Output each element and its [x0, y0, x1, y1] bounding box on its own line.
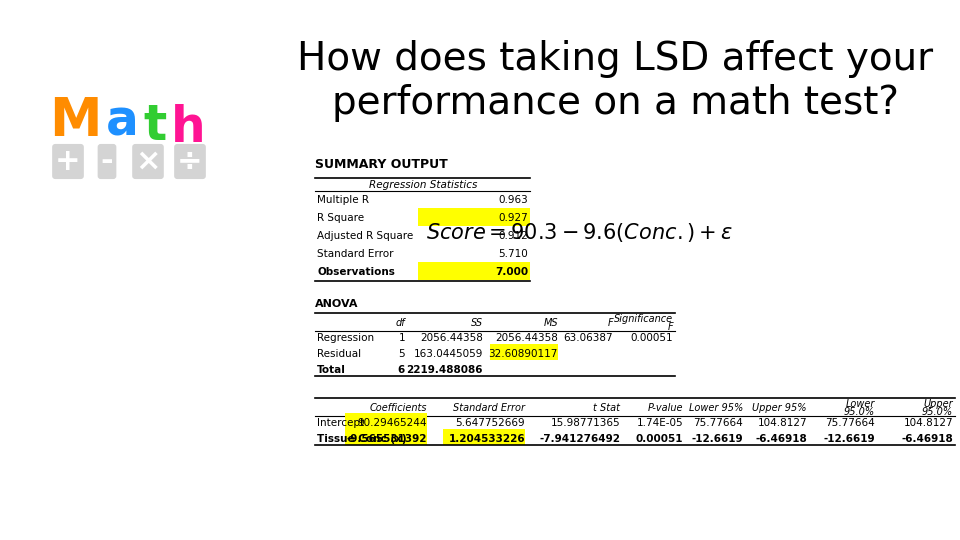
Bar — [418, 262, 530, 280]
Text: F: F — [608, 318, 613, 328]
Text: -12.6619: -12.6619 — [691, 434, 743, 444]
Text: Significance: Significance — [613, 314, 673, 324]
Text: Coefficients: Coefficients — [370, 403, 427, 413]
Text: 5: 5 — [398, 349, 405, 359]
Text: Observations: Observations — [317, 267, 395, 277]
Text: -12.6619: -12.6619 — [824, 434, 875, 444]
Text: df: df — [396, 318, 405, 328]
Text: Adjusted R Square: Adjusted R Square — [317, 231, 413, 241]
Text: 7.000: 7.000 — [494, 267, 528, 277]
Text: -: - — [101, 147, 113, 176]
Text: 5.710: 5.710 — [498, 249, 528, 259]
Text: R Square: R Square — [317, 213, 364, 223]
Text: -7.941276492: -7.941276492 — [539, 434, 620, 444]
Text: Standard Error: Standard Error — [453, 403, 525, 413]
Text: Upper 95%: Upper 95% — [753, 403, 807, 413]
Text: 95.0%: 95.0% — [844, 407, 875, 417]
Text: 104.8127: 104.8127 — [903, 418, 953, 428]
Text: -6.46918: -6.46918 — [756, 434, 807, 444]
Text: 1: 1 — [398, 333, 405, 343]
Text: t Stat: t Stat — [593, 403, 620, 413]
Text: -9.565531392: -9.565531392 — [347, 434, 427, 444]
Text: 75.77664: 75.77664 — [693, 418, 743, 428]
Text: 163.0445059: 163.0445059 — [414, 349, 483, 359]
Text: 15.98771365: 15.98771365 — [550, 418, 620, 428]
Text: How does taking LSD affect your
performance on a math test?: How does taking LSD affect your performa… — [297, 40, 933, 122]
Text: 90.29465244: 90.29465244 — [357, 418, 427, 428]
Text: Multiple R: Multiple R — [317, 195, 369, 205]
Bar — [490, 344, 558, 360]
Text: +: + — [55, 147, 81, 176]
Text: MS: MS — [543, 318, 558, 328]
Text: 63.06387: 63.06387 — [564, 333, 613, 343]
Bar — [418, 208, 530, 226]
Bar — [345, 429, 427, 445]
Text: 2219.488086: 2219.488086 — [406, 365, 483, 375]
Text: ANOVA: ANOVA — [315, 299, 358, 309]
Text: Regression: Regression — [317, 333, 374, 343]
Text: 2056.44358: 2056.44358 — [420, 333, 483, 343]
Text: Upper: Upper — [924, 399, 953, 409]
Text: 1.74E-05: 1.74E-05 — [636, 418, 683, 428]
Text: 75.77664: 75.77664 — [826, 418, 875, 428]
Text: ÷: ÷ — [178, 147, 203, 176]
Text: ×: × — [135, 147, 160, 176]
Bar — [443, 429, 525, 445]
Text: 95.0%: 95.0% — [922, 407, 953, 417]
Text: F: F — [667, 322, 673, 332]
Text: 0.00051: 0.00051 — [631, 333, 673, 343]
Text: Intercept: Intercept — [317, 418, 364, 428]
Text: Residual: Residual — [317, 349, 361, 359]
Text: 2056.44358: 2056.44358 — [495, 333, 558, 343]
Text: Regression Statistics: Regression Statistics — [369, 180, 477, 190]
Text: -6.46918: -6.46918 — [901, 434, 953, 444]
Text: h: h — [171, 104, 205, 152]
Text: M: M — [49, 95, 101, 147]
Text: 0.963: 0.963 — [498, 195, 528, 205]
Text: SUMMARY OUTPUT: SUMMARY OUTPUT — [315, 158, 447, 171]
Text: a: a — [106, 98, 138, 146]
Text: P-value: P-value — [647, 403, 683, 413]
Bar — [345, 413, 427, 429]
Text: Lower 95%: Lower 95% — [688, 403, 743, 413]
Text: Lower: Lower — [846, 399, 875, 409]
Text: Standard Error: Standard Error — [317, 249, 394, 259]
Text: 0.912: 0.912 — [498, 231, 528, 241]
Text: 5.647752669: 5.647752669 — [455, 418, 525, 428]
Text: 32.60890117: 32.60890117 — [489, 349, 558, 359]
Text: SS: SS — [470, 318, 483, 328]
Text: t: t — [143, 102, 167, 150]
Text: 0.00051: 0.00051 — [636, 434, 683, 444]
Text: 0.927: 0.927 — [498, 213, 528, 223]
Text: 104.8127: 104.8127 — [757, 418, 807, 428]
Text: 6: 6 — [397, 365, 405, 375]
Text: Tissue Conc (x): Tissue Conc (x) — [317, 434, 407, 444]
Text: Total: Total — [317, 365, 346, 375]
Text: $Score = 90.3 - 9.6\left(Conc.\right) + \varepsilon$: $Score = 90.3 - 9.6\left(Conc.\right) + … — [426, 220, 733, 244]
Text: 1.204533226: 1.204533226 — [448, 434, 525, 444]
